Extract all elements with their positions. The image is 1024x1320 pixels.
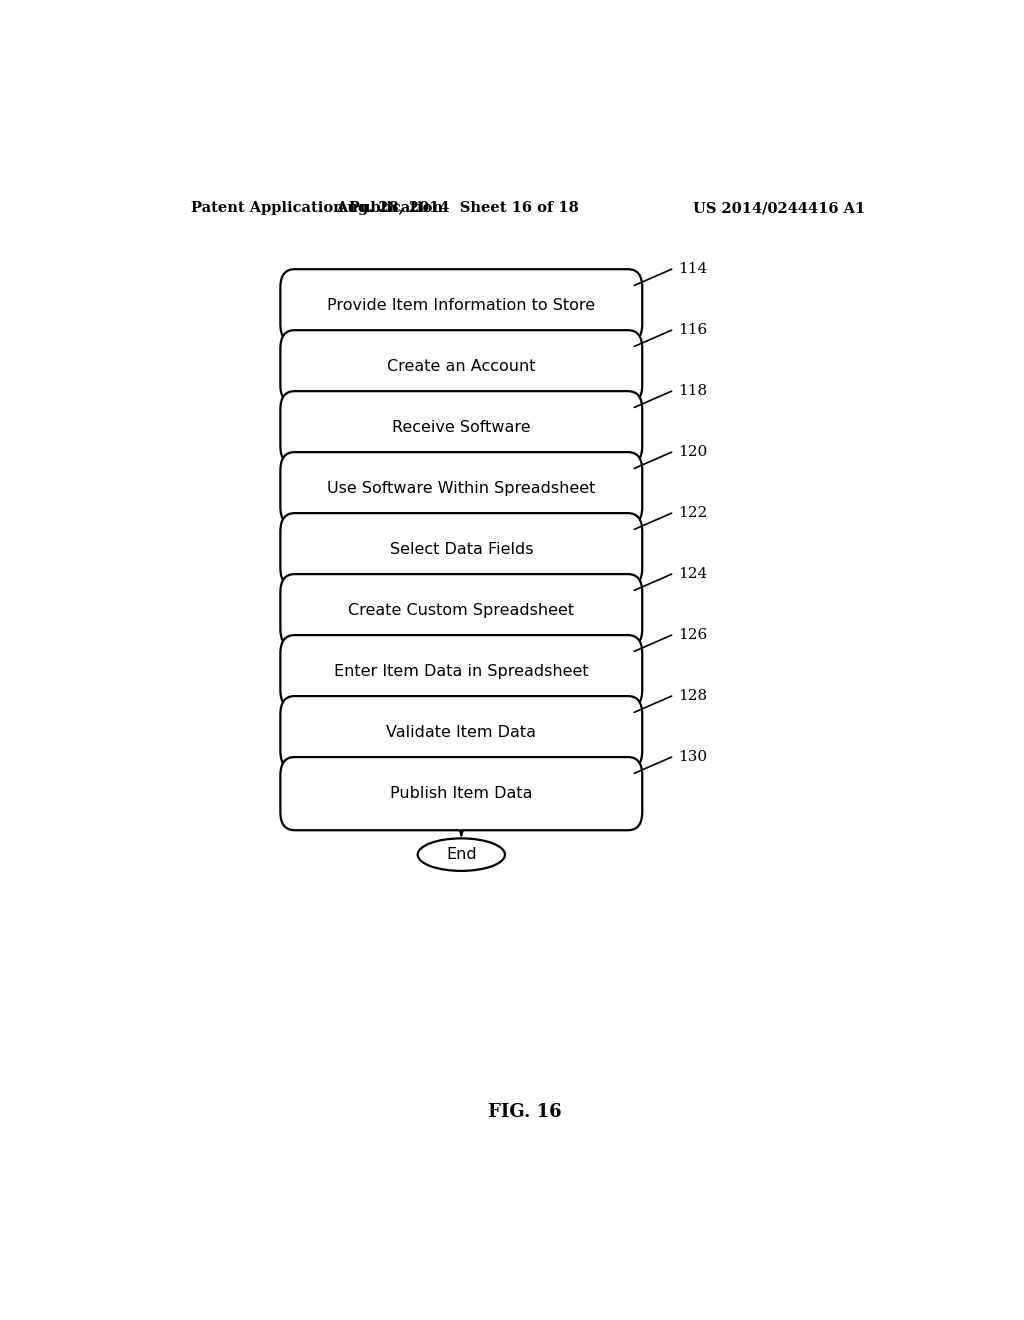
FancyBboxPatch shape [281, 574, 642, 647]
Text: 128: 128 [678, 689, 708, 704]
Text: 114: 114 [678, 263, 708, 276]
Text: End: End [446, 847, 476, 862]
Text: 124: 124 [678, 568, 708, 581]
Text: Publish Item Data: Publish Item Data [390, 787, 532, 801]
FancyBboxPatch shape [281, 330, 642, 404]
Text: 120: 120 [678, 445, 708, 459]
Text: 126: 126 [678, 628, 708, 642]
Text: Use Software Within Spreadsheet: Use Software Within Spreadsheet [327, 482, 596, 496]
Text: FIG. 16: FIG. 16 [488, 1102, 561, 1121]
Text: Create an Account: Create an Account [387, 359, 536, 375]
FancyBboxPatch shape [281, 513, 642, 586]
FancyBboxPatch shape [281, 635, 642, 709]
FancyBboxPatch shape [281, 453, 642, 525]
Text: Select Data Fields: Select Data Fields [389, 543, 534, 557]
FancyBboxPatch shape [281, 758, 642, 830]
Text: Validate Item Data: Validate Item Data [386, 725, 537, 741]
Text: Create Custom Spreadsheet: Create Custom Spreadsheet [348, 603, 574, 618]
Text: 130: 130 [678, 750, 708, 764]
FancyBboxPatch shape [281, 696, 642, 770]
Text: 122: 122 [678, 506, 708, 520]
Text: Patent Application Publication: Patent Application Publication [191, 201, 443, 215]
FancyBboxPatch shape [281, 391, 642, 465]
Text: Provide Item Information to Store: Provide Item Information to Store [328, 298, 595, 313]
Text: 116: 116 [678, 323, 708, 337]
Text: US 2014/0244416 A1: US 2014/0244416 A1 [692, 201, 865, 215]
Text: Receive Software: Receive Software [392, 420, 530, 436]
FancyBboxPatch shape [281, 269, 642, 342]
Text: Aug. 28, 2014  Sheet 16 of 18: Aug. 28, 2014 Sheet 16 of 18 [336, 201, 579, 215]
Text: 118: 118 [678, 384, 708, 399]
Ellipse shape [418, 838, 505, 871]
Text: Enter Item Data in Spreadsheet: Enter Item Data in Spreadsheet [334, 664, 589, 680]
